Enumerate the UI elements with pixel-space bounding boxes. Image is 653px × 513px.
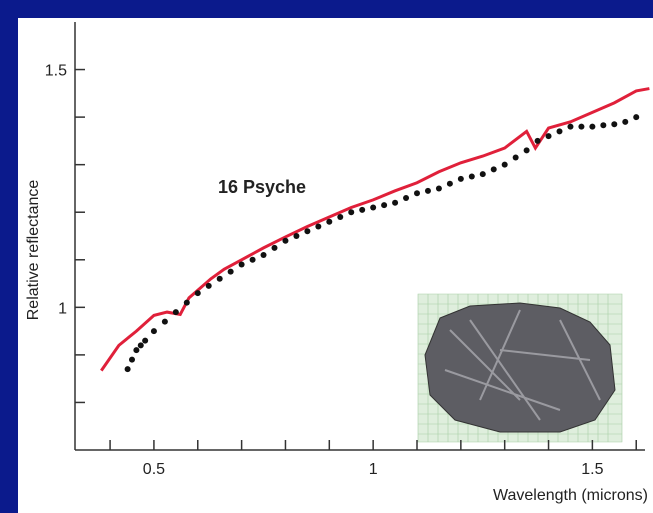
data-dot [133, 347, 139, 353]
data-dot [326, 219, 332, 225]
data-dot [392, 200, 398, 206]
data-dot [142, 338, 148, 344]
data-dot [239, 262, 245, 268]
data-dot [458, 176, 464, 182]
meteorite-photo [418, 294, 622, 442]
data-dot [381, 202, 387, 208]
data-dot [414, 190, 420, 196]
data-dot [217, 276, 223, 282]
data-dot [447, 181, 453, 187]
data-dot [535, 138, 541, 144]
data-dot [129, 357, 135, 363]
data-dot [337, 214, 343, 220]
y-tick-label: 1 [58, 300, 67, 317]
chart: 16 Psyche Wavelength (microns) Relative … [0, 0, 653, 513]
data-dot [633, 114, 639, 120]
data-dot [206, 283, 212, 289]
data-dot [589, 124, 595, 130]
data-dot [469, 174, 475, 180]
data-dot [272, 245, 278, 251]
data-dot [250, 257, 256, 263]
data-dot [557, 128, 563, 134]
data-dot [611, 121, 617, 127]
data-dot [315, 223, 321, 229]
data-dot [125, 366, 131, 372]
data-dot [293, 233, 299, 239]
data-dot [513, 155, 519, 161]
data-dot [578, 124, 584, 130]
data-dot [491, 166, 497, 172]
x-axis-label: Wavelength (microns) [493, 487, 648, 504]
data-dot [162, 319, 168, 325]
data-dot [261, 252, 267, 258]
annotation: 16 Psyche [218, 177, 306, 197]
y-tick-label: 1.5 [45, 63, 67, 80]
data-dot [370, 204, 376, 210]
data-dot [173, 309, 179, 315]
x-tick-label: 1.5 [581, 461, 603, 478]
data-dot [228, 269, 234, 275]
data-dot [567, 124, 573, 130]
data-dot [195, 290, 201, 296]
data-dot [524, 147, 530, 153]
data-dot [622, 119, 628, 125]
data-dot [403, 195, 409, 201]
page: {"chart_data":{"type":"line","annotation… [0, 0, 653, 513]
data-dot [546, 133, 552, 139]
data-dot [425, 188, 431, 194]
x-tick-label: 0.5 [143, 461, 165, 478]
data-dot [282, 238, 288, 244]
data-dot [348, 209, 354, 215]
data-dot [480, 171, 486, 177]
y-axis-label: Relative reflectance [25, 180, 42, 321]
data-dot [359, 207, 365, 213]
x-tick-label: 1 [369, 461, 378, 478]
data-dot [304, 228, 310, 234]
data-dot [184, 300, 190, 306]
data-dot [138, 342, 144, 348]
data-dot [600, 122, 606, 128]
data-dot [151, 328, 157, 334]
data-dot [502, 162, 508, 168]
data-dot [436, 185, 442, 191]
